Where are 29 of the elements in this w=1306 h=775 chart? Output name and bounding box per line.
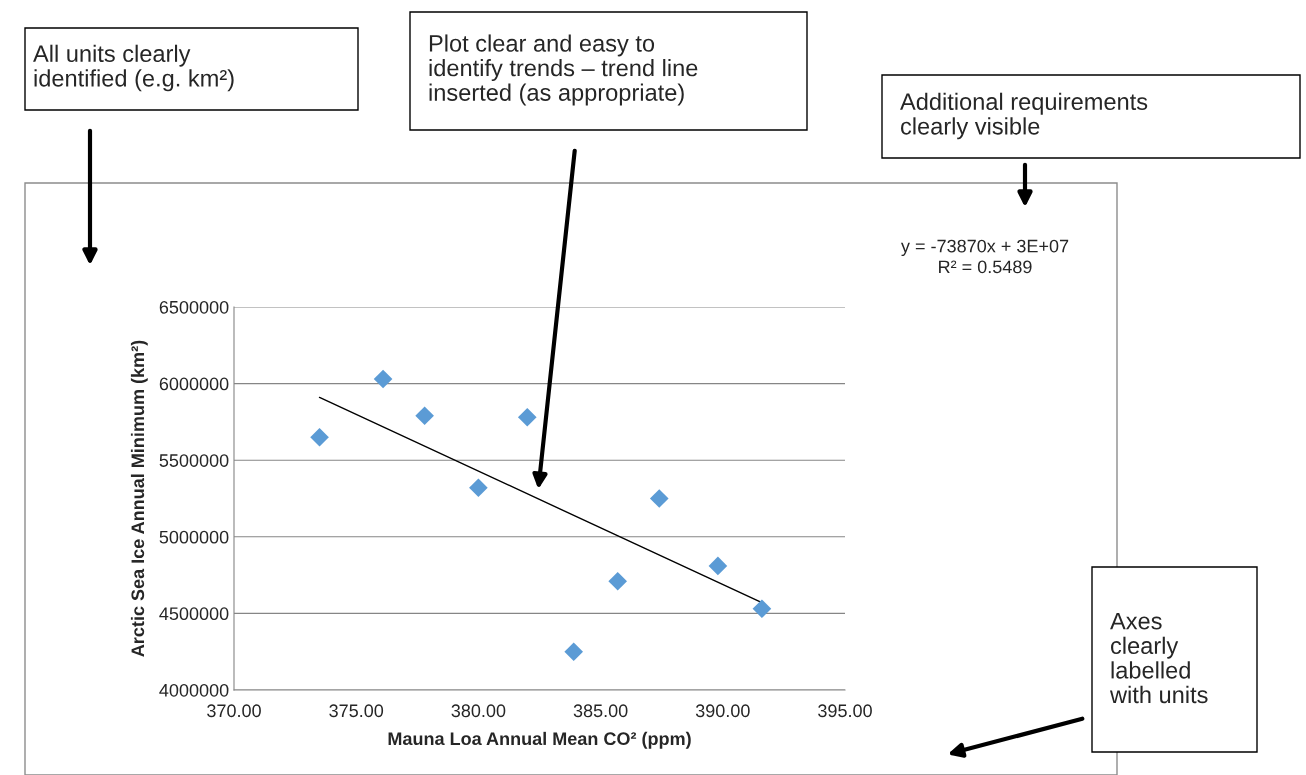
y-tick-label: 5500000	[159, 454, 229, 467]
text: y = -73870x + 3E+07 R² = 0.5489	[900, 239, 1069, 274]
y-tick-label: 6500000	[159, 300, 229, 314]
x-tick-label: 385.00	[573, 704, 628, 718]
x-tick-label: 395.00	[818, 704, 872, 718]
y-tick-label: 6000000	[159, 377, 229, 391]
text: Plot clear and easy to identify trends – trend line inserted (as appropriate)	[429, 34, 698, 106]
text: Additional requirements clearly visible	[900, 92, 1148, 140]
point	[469, 478, 488, 498]
point	[373, 369, 393, 389]
point	[564, 642, 584, 662]
point	[752, 599, 772, 619]
y-tick-label: 5000000	[159, 530, 229, 544]
point	[608, 571, 628, 591]
x-tick-label: 390.00	[695, 704, 750, 718]
point	[517, 407, 537, 427]
x-tick-label: 370.00	[207, 704, 261, 718]
point	[649, 489, 669, 508]
text: Axes clearly labelled with units	[1109, 613, 1208, 704]
text: All units clearly identified (e.g. km²)	[33, 44, 234, 92]
y-tick-label: 4500000	[159, 607, 229, 621]
point	[415, 406, 434, 426]
y-tick-label: 4000000	[159, 683, 229, 697]
x-axis-title: Mauna Loa Annual Mean CO² (ppm)	[388, 731, 691, 749]
point	[310, 427, 329, 447]
x-tick-label: 375.00	[329, 704, 384, 718]
y-axis-title: Arctic Sea Ice Annual Minimum (km²)	[130, 340, 148, 657]
x-tick-label: 380.00	[451, 704, 506, 718]
point	[708, 556, 728, 576]
